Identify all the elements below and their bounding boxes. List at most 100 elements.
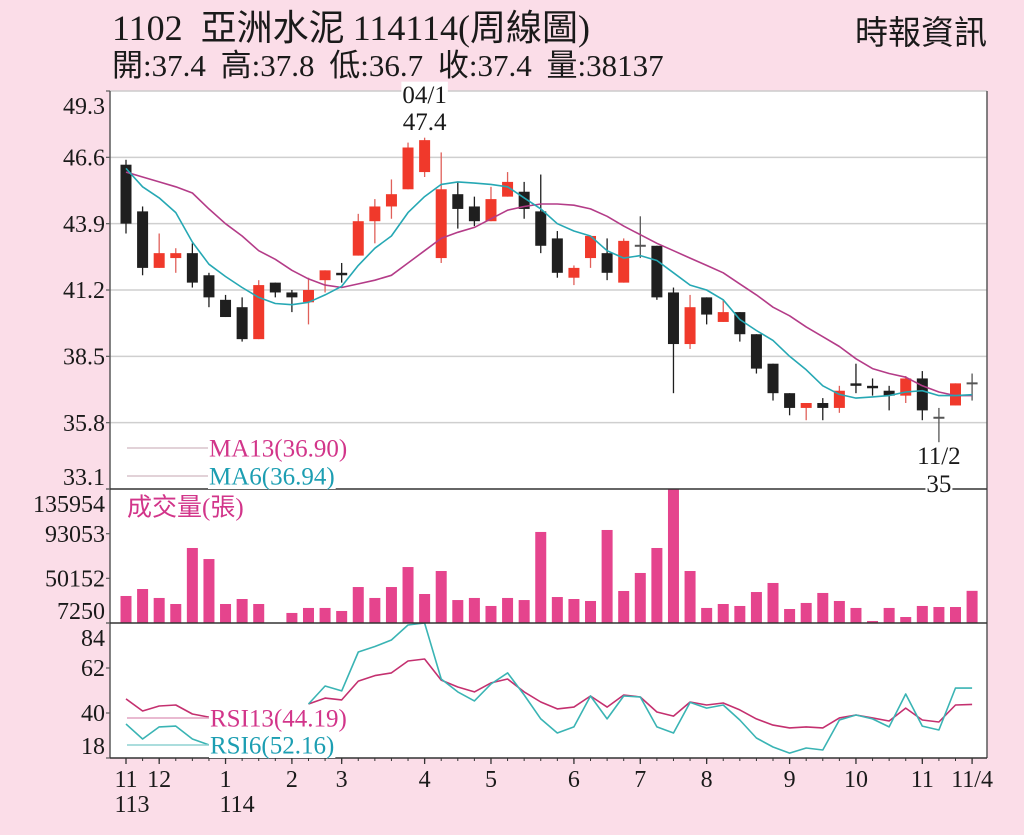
low-value: 36.7 xyxy=(368,48,424,83)
volume-bar xyxy=(900,617,912,623)
rsi-axis-label-group: 84 xyxy=(81,626,105,652)
candle-body xyxy=(137,211,149,268)
candle-body xyxy=(153,253,165,268)
candle-body xyxy=(817,403,829,408)
candle-body xyxy=(734,312,746,335)
x-tick-label-group: 1 xyxy=(220,767,232,793)
candle xyxy=(170,248,182,273)
price-axis-label: 49.3 xyxy=(63,94,105,120)
candle-body xyxy=(833,390,845,408)
price-axis-label-group: 33.1 xyxy=(63,465,105,491)
x-tick-label-group: 9 xyxy=(784,767,796,793)
volume-bar xyxy=(120,595,132,623)
volume-bar xyxy=(784,608,796,623)
candle xyxy=(319,270,331,293)
x-tick-sublabel: 113 xyxy=(114,792,149,818)
candle-body xyxy=(883,390,895,396)
x-tick-label: 2 xyxy=(286,767,298,793)
candle-body xyxy=(236,307,248,340)
x-tick-label-group: 2 xyxy=(286,767,298,793)
candle-body xyxy=(784,393,796,408)
price-axis-label-group: 38.5 xyxy=(63,345,105,371)
volume-bar xyxy=(452,600,464,623)
candle xyxy=(950,383,961,406)
annotation-text-group: 04/1 xyxy=(401,81,448,109)
candle xyxy=(269,282,281,298)
stock-code: 1102 xyxy=(112,8,183,48)
rsi-legend: RSI13(44.19)RSI6(52.16) xyxy=(127,705,348,760)
candle xyxy=(900,375,912,404)
ma6-legend-group: MA6(36.94) xyxy=(208,463,336,491)
volume-bar xyxy=(153,597,165,623)
x-tick-label-group: 11 xyxy=(114,767,137,793)
volume-bar xyxy=(750,592,762,623)
ma13-line xyxy=(125,171,973,397)
stock-name: 亞洲水泥 xyxy=(200,8,345,48)
candle xyxy=(253,280,265,340)
x-tick-label: 3 xyxy=(336,767,348,793)
candle-body xyxy=(701,297,713,315)
volume-bar xyxy=(850,607,862,623)
candle-body xyxy=(485,199,497,222)
candle xyxy=(651,245,663,300)
annotation-text-bg xyxy=(925,470,953,497)
candle-body xyxy=(468,206,480,222)
candle-body xyxy=(419,140,431,173)
volume-bar xyxy=(336,610,348,623)
volume-bar xyxy=(966,590,978,623)
volume-bar xyxy=(667,489,679,623)
candle xyxy=(618,238,630,283)
volume-axis-label-group: 50152 xyxy=(45,567,105,593)
volume-bar xyxy=(253,603,265,623)
x-tick-sublabel-group: 113 xyxy=(114,792,149,818)
price-axis-label-group: 35.8 xyxy=(63,411,105,437)
annotation-text: 04/1 xyxy=(402,82,446,109)
x-tick-label-group: 6 xyxy=(568,767,580,793)
volume-bar xyxy=(800,602,812,623)
volume-bar xyxy=(203,559,215,623)
volume-bar xyxy=(916,605,928,623)
volume-axis-label-group: 7250 xyxy=(57,599,105,625)
annotations: 04/147.4 11/235 xyxy=(401,81,962,498)
close-label: 收: xyxy=(437,48,478,83)
low-label: 低: xyxy=(329,48,369,83)
x-tick-sublabel: 114 xyxy=(220,792,255,818)
x-tick-label-group: 10 xyxy=(844,767,868,793)
volume-bar xyxy=(585,600,597,623)
x-tick-label: 11 xyxy=(911,767,934,793)
volume-bar xyxy=(419,594,431,623)
volume-bar xyxy=(236,599,248,623)
price-axis-label-group: 49.3 xyxy=(63,94,105,120)
volume-bar xyxy=(518,600,530,623)
rsi-axis-label: 62 xyxy=(81,656,105,682)
price-axis-label-group: 41.2 xyxy=(63,278,105,304)
candle xyxy=(916,371,928,421)
candle-body xyxy=(900,378,912,396)
high-stat: 高:37.8 xyxy=(221,48,315,83)
candle xyxy=(833,385,845,413)
candle xyxy=(385,179,397,219)
candle xyxy=(568,265,580,286)
candle-body xyxy=(452,194,464,209)
volume-bar xyxy=(485,605,497,623)
candle xyxy=(784,393,796,416)
volume-bar xyxy=(286,612,298,623)
ma6-legend: MA6(36.94) xyxy=(209,464,335,491)
candle-body xyxy=(203,275,215,298)
x-tick-label: 11/4 xyxy=(951,767,993,793)
open-label: 開: xyxy=(112,48,152,83)
candle-body xyxy=(684,307,696,345)
x-tick-label: 12 xyxy=(147,767,171,793)
ohlc-summary: 開:37.4 高:37.8 低:36.7 收:37.4 量:38137 xyxy=(112,48,671,84)
candle xyxy=(667,287,679,394)
candle xyxy=(867,378,879,396)
candle-body xyxy=(850,383,862,386)
candle xyxy=(286,290,298,313)
x-tick-label: 5 xyxy=(485,767,497,793)
plot-area xyxy=(110,91,987,758)
chart-date: 114114 xyxy=(352,8,459,48)
low-stat: 低:36.7 xyxy=(329,48,423,83)
rsi6-legend: RSI6(52.16) xyxy=(210,733,334,760)
candle-body xyxy=(170,253,182,259)
volume-axis-label: 50152 xyxy=(45,567,105,593)
